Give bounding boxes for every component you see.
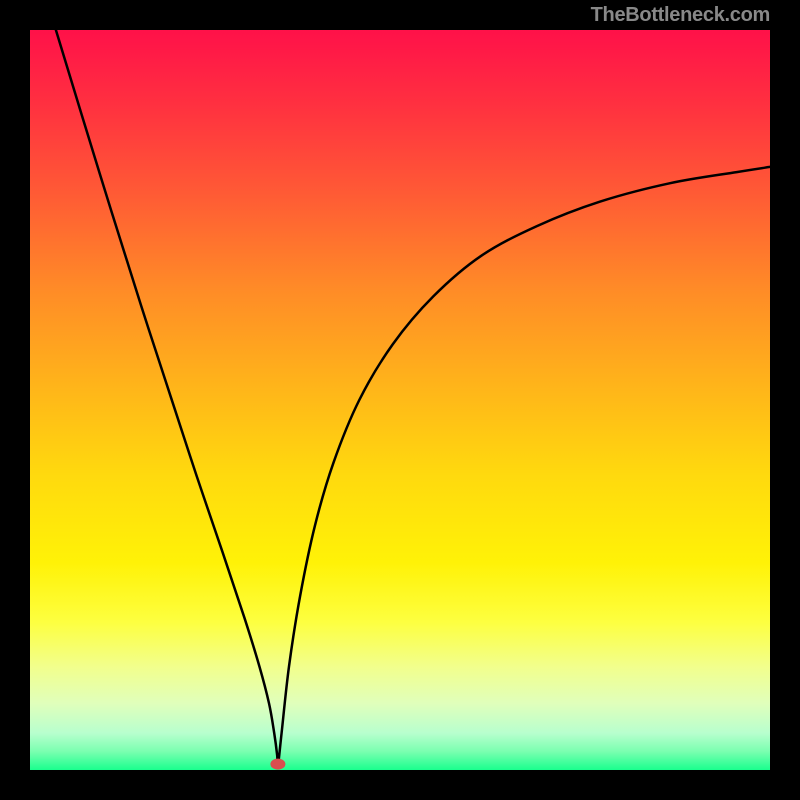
minimum-marker [271,759,285,769]
plot-area [30,30,770,770]
watermark-text: TheBottleneck.com [591,4,770,27]
chart-container: TheBottleneck.com [0,0,800,800]
bottleneck-curve [30,30,770,770]
